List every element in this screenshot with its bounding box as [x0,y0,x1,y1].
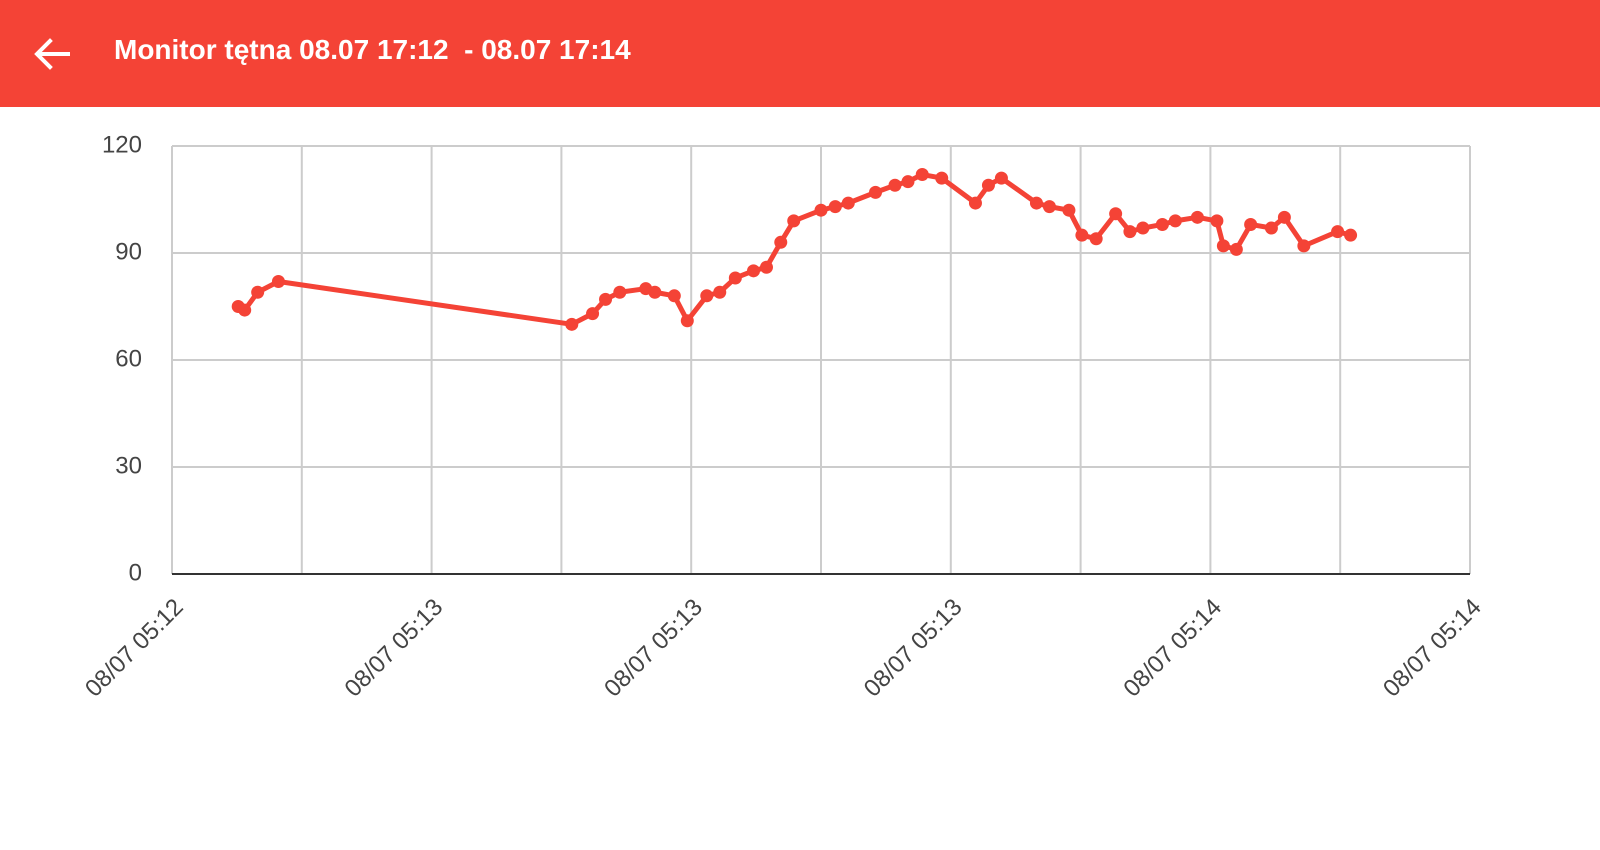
data-point [1344,228,1358,242]
data-point [1277,210,1291,224]
data-point [599,292,613,306]
data-point [700,289,714,303]
data-point [648,285,662,299]
data-point [1062,203,1076,217]
data-point [1089,232,1103,246]
data-point [238,303,252,317]
data-point [828,200,842,214]
x-tick-label: 08/07 05:12 [80,594,189,703]
data-point [759,260,773,274]
y-tick-label: 90 [115,238,142,265]
data-point [613,285,627,299]
x-tick-label: 08/07 05:13 [859,594,968,703]
data-point [915,168,929,182]
data-point [841,196,855,210]
data-point [1042,200,1056,214]
data-point [1297,239,1311,253]
data-point [1244,217,1258,231]
data-point [869,185,883,199]
data-point [1210,214,1224,228]
data-point [935,171,949,185]
data-point [968,196,982,210]
data-point [586,307,600,321]
data-point [728,271,742,285]
data-point [774,235,788,249]
y-tick-label: 0 [129,559,142,586]
data-point [713,285,727,299]
x-tick-label: 08/07 05:13 [599,594,708,703]
data-point [680,314,694,328]
data-point [747,264,761,278]
x-tick-label: 08/07 05:13 [340,594,449,703]
data-point [1123,225,1137,239]
data-point [565,317,579,331]
data-point [1229,242,1243,256]
y-tick-label: 120 [102,131,142,158]
data-point [888,178,902,192]
data-point [981,178,995,192]
y-tick-label: 30 [115,452,142,479]
data-point [1331,225,1345,239]
data-point [814,203,828,217]
data-point [251,285,265,299]
data-point [1136,221,1150,235]
data-point [1029,196,1043,210]
data-line [236,172,1352,327]
data-point [1264,221,1278,235]
data-point [1190,210,1204,224]
data-point [271,275,285,289]
data-point [994,171,1008,185]
back-button[interactable] [30,32,74,76]
y-tick-label: 60 [115,345,142,372]
data-point [1216,239,1230,253]
data-point [1155,217,1169,231]
data-point [1075,228,1089,242]
data-point [787,214,801,228]
app-bar: Monitor tętna 08.07 17:12 - 08.07 17:14 [0,0,1600,107]
app-title: Monitor tętna 08.07 17:12 - 08.07 17:14 [114,34,631,65]
data-point [1109,207,1123,221]
data-point [667,289,681,303]
x-tick-label: 08/07 05:14 [1378,594,1487,703]
data-point [1168,214,1182,228]
data-point [901,175,915,189]
x-tick-label: 08/07 05:14 [1118,594,1227,703]
